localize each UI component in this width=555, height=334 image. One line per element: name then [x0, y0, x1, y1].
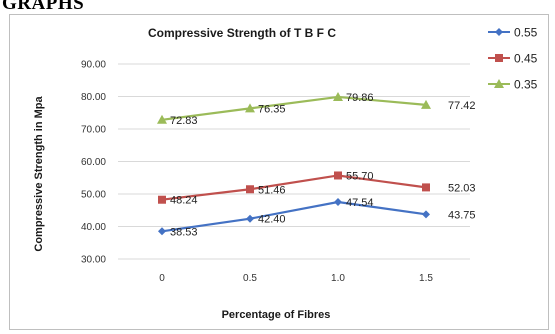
data-point	[158, 195, 166, 204]
data-point	[422, 183, 430, 192]
y-tick-label: 80.00	[81, 92, 106, 103]
x-tick-label: 1.0	[331, 273, 345, 284]
y-tick-label: 30.00	[81, 255, 106, 266]
x-tick-label: 1.5	[419, 273, 433, 284]
legend-label: 0.35	[514, 78, 538, 92]
data-point	[422, 210, 430, 219]
data-label: 51.46	[258, 184, 286, 196]
data-label: 38.53	[170, 226, 198, 238]
gridlines	[118, 63, 470, 260]
legend: 0.55 0.45 0.35	[488, 26, 538, 92]
x-axis: 0 0.5 1.0 1.5	[159, 273, 433, 284]
data-point	[245, 103, 255, 113]
y-tick-label: 40.00	[81, 222, 106, 233]
data-label: 52.03	[448, 182, 476, 194]
data-point	[495, 54, 503, 62]
series-0.35: 72.83 76.35 79.86 77.42	[157, 91, 476, 127]
series-group: 38.53 42.40 47.54 43.75 48.24 51.46 55.70 52.03…	[157, 91, 476, 238]
data-label: 55.70	[346, 170, 374, 182]
x-tick-label: 0	[159, 273, 165, 284]
data-label: 42.40	[258, 214, 286, 226]
y-tick-label: 60.00	[81, 157, 106, 168]
data-label: 76.35	[258, 103, 286, 115]
data-point	[334, 197, 342, 206]
x-axis-title: Percentage of Fibres	[222, 309, 331, 321]
chart-area: 30.00 40.00 50.00 60.00 70.00 80.00 90.00 0 0.5…	[9, 14, 549, 330]
y-tick-label: 50.00	[81, 190, 106, 201]
data-point	[333, 91, 343, 101]
chart-title: Compressive Strength of T B F C	[148, 26, 336, 40]
data-point	[246, 185, 254, 194]
page-heading: GRAPHS	[2, 0, 85, 14]
series-0.45: 48.24 51.46 55.70 52.03	[158, 170, 476, 207]
series-line	[161, 174, 427, 201]
data-label: 77.42	[448, 100, 476, 112]
series-line	[161, 200, 427, 233]
data-label: 79.86	[346, 92, 374, 104]
series-0.55: 38.53 42.40 47.54 43.75	[158, 197, 476, 238]
y-tick-label: 70.00	[81, 125, 106, 136]
y-tick-label: 90.00	[81, 60, 106, 71]
data-label: 72.83	[170, 115, 198, 127]
data-point	[494, 79, 504, 88]
data-label: 48.24	[170, 195, 198, 207]
line-chart: 30.00 40.00 50.00 60.00 70.00 80.00 90.00 0 0.5…	[33, 26, 538, 322]
y-axis: 30.00 40.00 50.00 60.00 70.00 80.00 90.00	[81, 60, 106, 266]
x-tick-label: 0.5	[243, 273, 257, 284]
series-line	[161, 95, 427, 121]
data-point	[421, 99, 431, 109]
data-point	[246, 214, 254, 223]
data-label: 43.75	[448, 209, 476, 221]
data-point	[158, 227, 166, 236]
legend-label: 0.45	[514, 52, 538, 66]
data-point	[334, 171, 342, 180]
data-label: 47.54	[346, 197, 374, 209]
data-point	[157, 114, 167, 124]
y-axis-title: Compressive Strength in Mpa	[33, 95, 45, 251]
data-point	[495, 28, 503, 36]
legend-label: 0.55	[514, 26, 538, 40]
